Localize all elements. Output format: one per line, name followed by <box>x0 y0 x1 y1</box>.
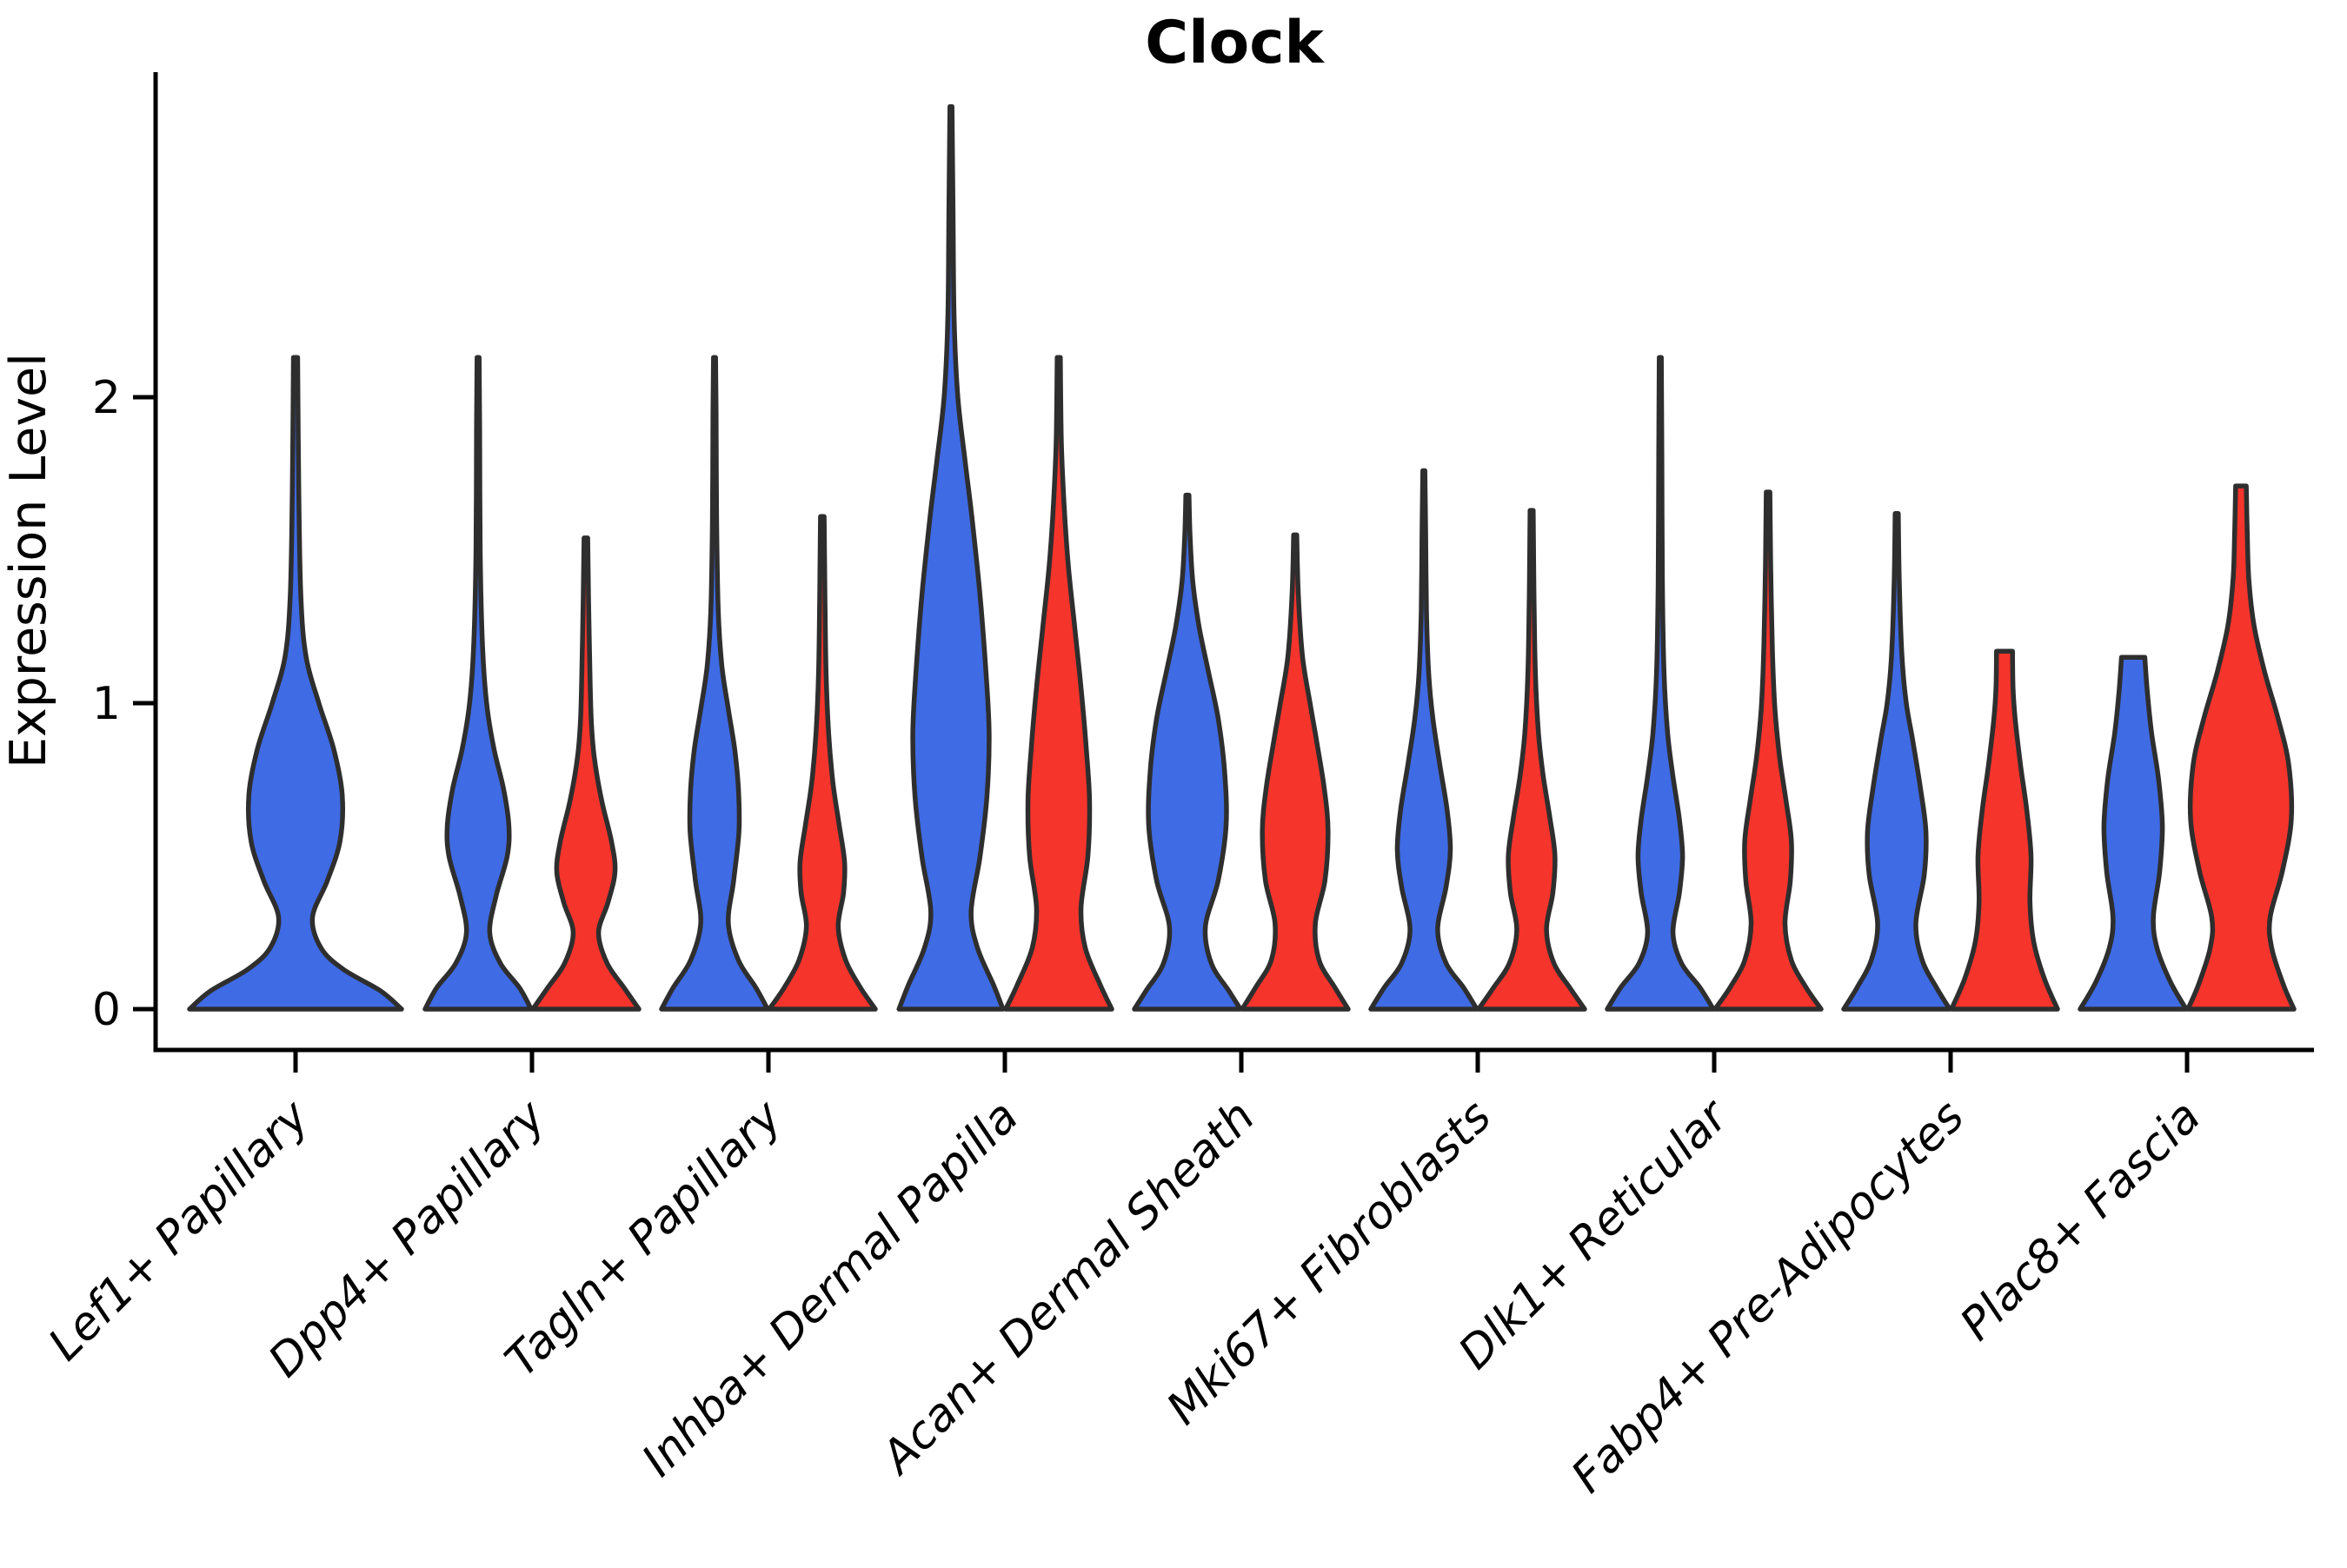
x-tick-label-0: Lef1+ Papillary <box>39 1090 320 1371</box>
violins-layer <box>187 103 2297 1012</box>
violin-4-blue <box>1132 492 1243 1012</box>
y-tick-label-2: 2 <box>92 372 121 424</box>
violin-3-red <box>1003 355 1114 1012</box>
violin-5-red <box>1476 508 1587 1012</box>
violin-8-red <box>2185 483 2297 1012</box>
violin-7-red <box>1949 648 2060 1012</box>
y-tick-label-0: 0 <box>92 984 121 1036</box>
chart-title: Clock <box>1145 9 1325 77</box>
violin-5-blue <box>1368 468 1479 1012</box>
x-tick-label-7: Fabp4+ Pre-Adipocytes <box>1562 1091 1975 1504</box>
y-tick-label-1: 1 <box>92 678 121 730</box>
violin-3-blue <box>896 103 1006 1012</box>
violin-8-blue <box>2078 654 2189 1012</box>
violin-0-blue <box>187 355 404 1012</box>
violin-2-blue <box>659 355 770 1012</box>
x-tick-label-4: Acan+ Dermal Sheath <box>870 1091 1265 1485</box>
axes-layer: 0 1 2 <box>92 72 2314 1053</box>
violin-1-red <box>530 535 642 1012</box>
violin-6-red <box>1712 489 1824 1012</box>
violin-6-blue <box>1605 355 1716 1012</box>
violin-2-red <box>767 514 878 1012</box>
violin-7-blue <box>1841 511 1952 1012</box>
x-tick-label-3: Inhba+ Dermal Papilla <box>632 1091 1028 1487</box>
y-axis-label: Expression Level <box>0 353 57 768</box>
violin-1-blue <box>422 355 534 1012</box>
x-tick-label-8: Plac8+ Fascia <box>1951 1091 2211 1351</box>
violin-4-red <box>1240 532 1351 1012</box>
